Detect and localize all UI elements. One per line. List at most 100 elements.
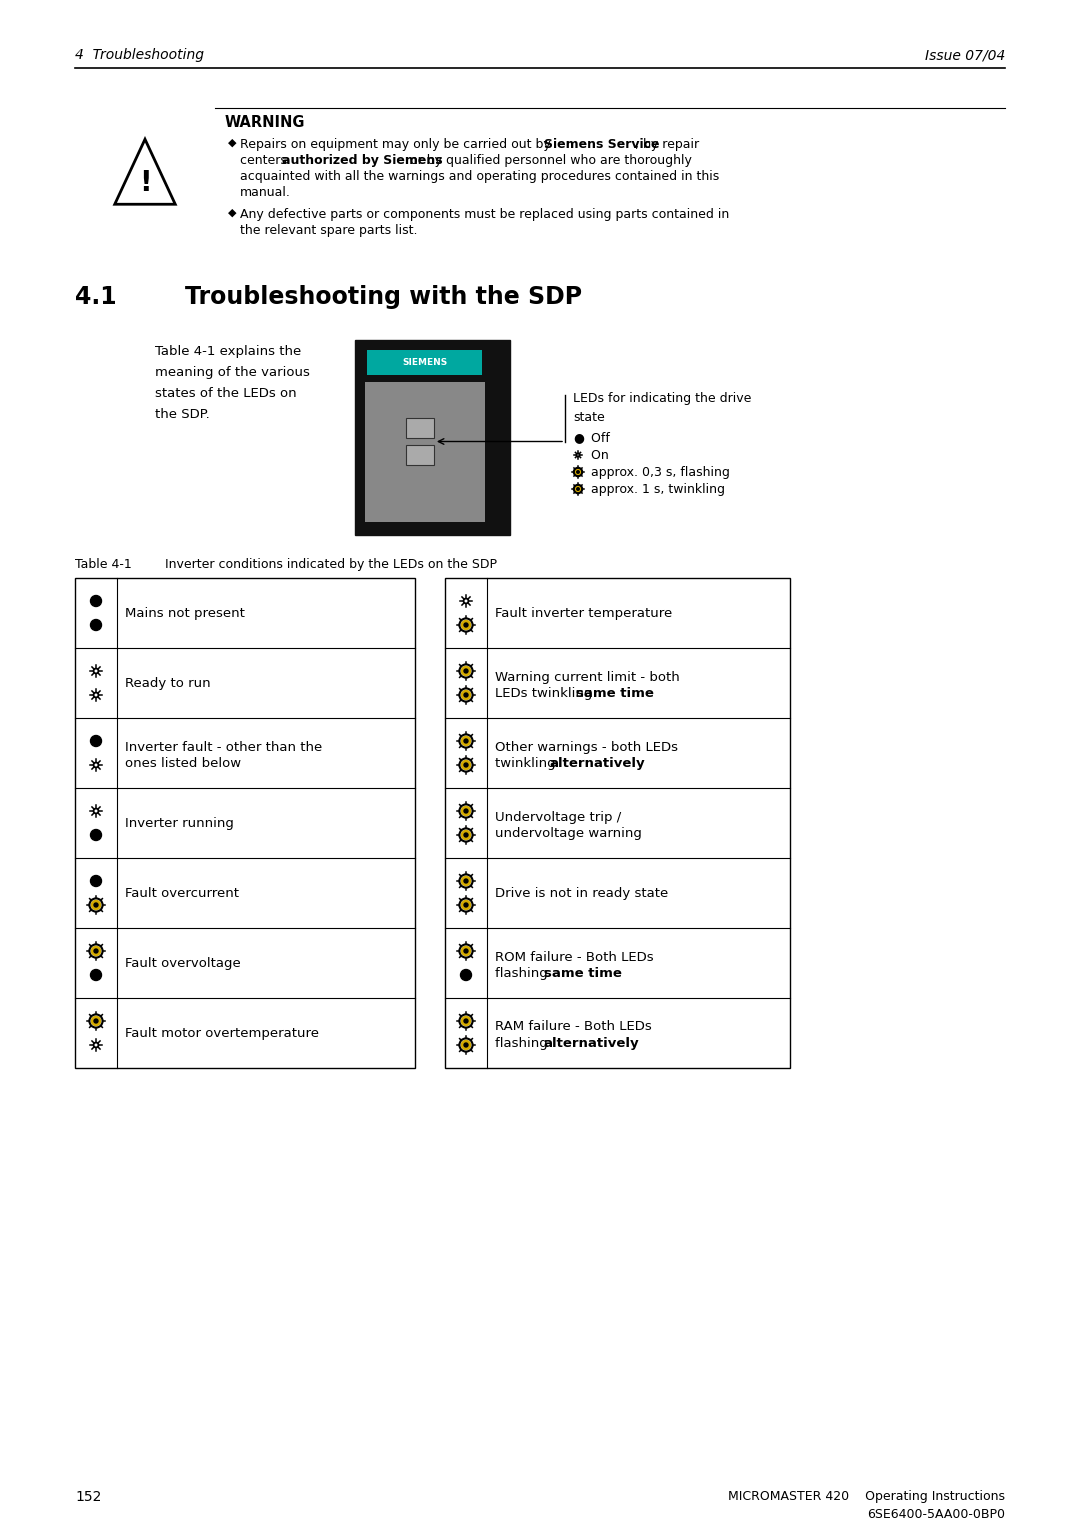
Text: !: ! [138, 170, 151, 197]
Text: Repairs on equipment may only be carried out by: Repairs on equipment may only be carried… [240, 138, 555, 151]
Circle shape [464, 903, 468, 908]
Text: Inverter fault - other than the: Inverter fault - other than the [125, 741, 322, 753]
Text: flashing: flashing [495, 967, 552, 979]
Circle shape [461, 1041, 471, 1050]
Text: On: On [588, 449, 609, 461]
Text: ones listed below: ones listed below [125, 756, 241, 770]
Text: 152: 152 [75, 1490, 102, 1504]
Text: SIEMENS: SIEMENS [403, 358, 447, 367]
Circle shape [461, 807, 471, 816]
Text: Ready to run: Ready to run [125, 677, 211, 689]
Bar [355, 341, 510, 535]
Circle shape [461, 736, 471, 746]
Text: approx. 0,3 s, flashing: approx. 0,3 s, flashing [588, 466, 730, 478]
Text: same time: same time [543, 967, 621, 979]
Text: ◆: ◆ [228, 208, 237, 219]
Circle shape [461, 666, 471, 675]
Text: Fault overvoltage: Fault overvoltage [125, 957, 241, 969]
Bar [367, 350, 482, 374]
Text: Mains not present: Mains not present [125, 607, 245, 619]
Text: undervoltage warning: undervoltage warning [495, 827, 642, 839]
Text: Inverter running: Inverter running [125, 816, 234, 830]
Circle shape [91, 969, 102, 981]
Bar [406, 419, 434, 439]
Circle shape [464, 740, 468, 743]
Text: Issue 07/04: Issue 07/04 [924, 47, 1005, 63]
Text: 4  Troubleshooting: 4 Troubleshooting [75, 47, 204, 63]
Text: Drive is not in ready state: Drive is not in ready state [495, 886, 669, 900]
Circle shape [92, 1016, 100, 1025]
Text: Off: Off [588, 431, 610, 445]
Circle shape [461, 830, 471, 839]
Circle shape [464, 833, 468, 837]
Text: acquainted with all the warnings and operating procedures contained in this: acquainted with all the warnings and ope… [240, 170, 719, 183]
Circle shape [577, 487, 579, 490]
Text: Warning current limit - both: Warning current limit - both [495, 671, 679, 683]
Text: Any defective parts or components must be replaced using parts contained in: Any defective parts or components must b… [240, 208, 729, 222]
Circle shape [91, 876, 102, 886]
Text: twinkling: twinkling [495, 756, 559, 770]
Text: or by qualified personnel who are thoroughly: or by qualified personnel who are thorou… [406, 154, 692, 167]
Circle shape [460, 969, 472, 981]
Circle shape [577, 471, 579, 474]
Circle shape [91, 735, 102, 747]
Text: Troubleshooting with the SDP: Troubleshooting with the SDP [185, 286, 582, 309]
Circle shape [92, 900, 100, 909]
Text: flashing: flashing [495, 1036, 552, 1050]
Text: MICROMASTER 420    Operating Instructions: MICROMASTER 420 Operating Instructions [728, 1490, 1005, 1504]
Text: ●: ● [573, 431, 584, 445]
Text: 6SE6400-5AA00-0BP0: 6SE6400-5AA00-0BP0 [867, 1508, 1005, 1520]
Bar [75, 578, 415, 1068]
Circle shape [464, 1019, 468, 1022]
Text: centers: centers [240, 154, 291, 167]
Circle shape [575, 469, 581, 475]
Circle shape [91, 830, 102, 840]
Text: authorized by Siemens: authorized by Siemens [282, 154, 443, 167]
Circle shape [464, 669, 468, 672]
Circle shape [464, 808, 468, 813]
Circle shape [461, 1016, 471, 1025]
Circle shape [94, 903, 98, 908]
Text: , by repair: , by repair [635, 138, 699, 151]
Circle shape [464, 879, 468, 883]
Text: Fault inverter temperature: Fault inverter temperature [495, 607, 672, 619]
Circle shape [461, 761, 471, 770]
Circle shape [464, 762, 468, 767]
Text: manual.: manual. [240, 186, 291, 199]
Text: Table 4-1 explains the
meaning of the various
states of the LEDs on
the SDP.: Table 4-1 explains the meaning of the va… [156, 345, 310, 422]
Circle shape [461, 691, 471, 700]
Text: Table 4-1: Table 4-1 [75, 558, 132, 571]
Text: RAM failure - Both LEDs: RAM failure - Both LEDs [495, 1021, 651, 1033]
Text: Fault motor overtemperature: Fault motor overtemperature [125, 1027, 319, 1039]
Circle shape [91, 619, 102, 631]
Circle shape [464, 694, 468, 697]
Text: alternatively: alternatively [549, 756, 645, 770]
Text: Other warnings - both LEDs: Other warnings - both LEDs [495, 741, 678, 753]
Text: Inverter conditions indicated by the LEDs on the SDP: Inverter conditions indicated by the LED… [165, 558, 497, 571]
Text: approx. 1 s, twinkling: approx. 1 s, twinkling [588, 483, 725, 495]
Text: ◆: ◆ [228, 138, 237, 148]
Circle shape [461, 877, 471, 886]
Circle shape [461, 620, 471, 630]
Text: Siemens Service: Siemens Service [544, 138, 660, 151]
Circle shape [575, 486, 581, 492]
Text: 4.1: 4.1 [75, 286, 117, 309]
Circle shape [464, 1044, 468, 1047]
Circle shape [92, 946, 100, 955]
Circle shape [464, 623, 468, 626]
Text: alternatively: alternatively [543, 1036, 639, 1050]
Bar [406, 445, 434, 465]
Text: Undervoltage trip /: Undervoltage trip / [495, 810, 621, 824]
Circle shape [94, 1019, 98, 1022]
Text: LEDs for indicating the drive
state: LEDs for indicating the drive state [573, 393, 752, 423]
Circle shape [461, 946, 471, 955]
Text: ROM failure - Both LEDs: ROM failure - Both LEDs [495, 950, 653, 964]
Text: Fault overcurrent: Fault overcurrent [125, 886, 239, 900]
Text: WARNING: WARNING [225, 115, 306, 130]
Text: LEDs twinkling: LEDs twinkling [495, 686, 596, 700]
Circle shape [461, 900, 471, 909]
Circle shape [94, 949, 98, 953]
Bar [445, 578, 789, 1068]
Bar [365, 382, 485, 523]
Circle shape [91, 596, 102, 607]
